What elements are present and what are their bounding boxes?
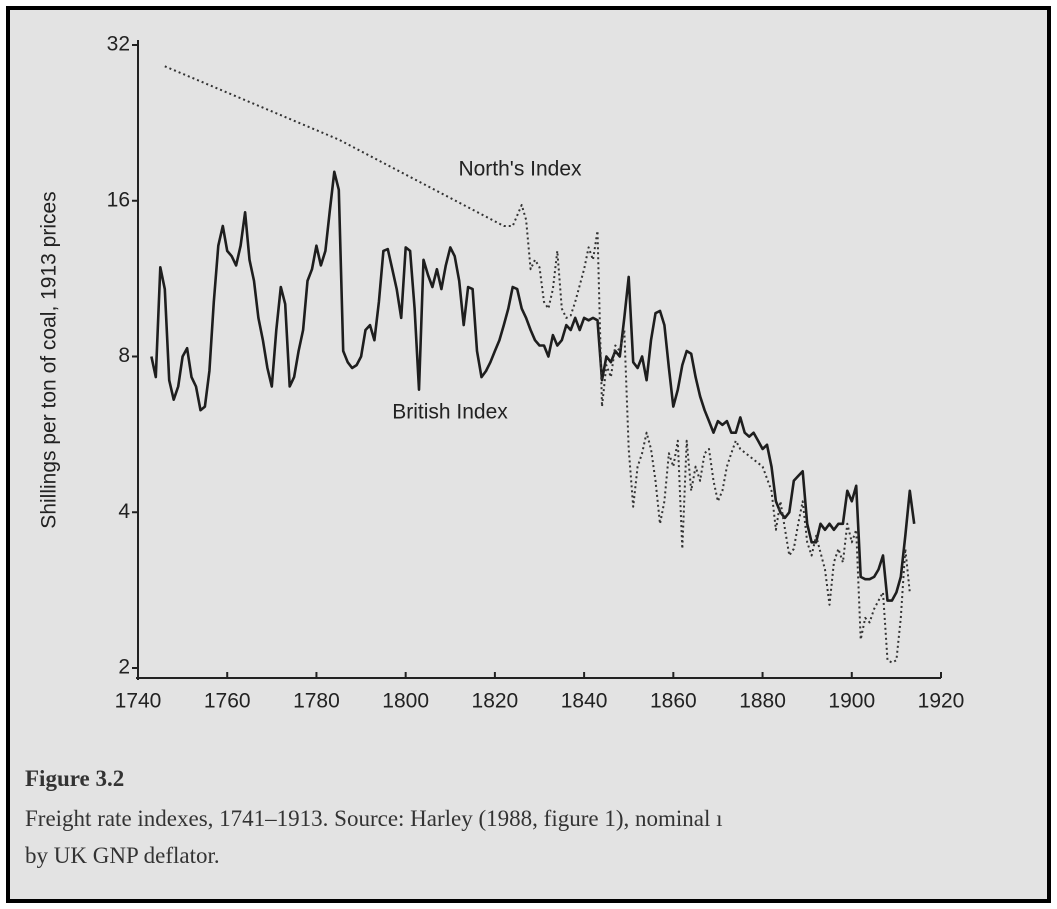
series-line [150,170,916,602]
frame [6,6,1051,903]
x-tick-label: 1860 [650,690,697,713]
y-tick-label: 8 [118,344,130,367]
x-tick-label: 1780 [293,690,340,713]
x-tick-label: 1900 [828,690,875,713]
x-tick-label: 1880 [739,690,786,713]
series-annotation: British Index [392,401,508,424]
x-tick-label: 1760 [204,690,251,713]
series-annotation: North's Index [458,158,582,181]
x-tick-label: 1800 [382,690,429,713]
x-tick-label: 1840 [561,690,608,713]
caption-line: by UK GNP deflator. [25,843,220,868]
y-axis-label: Shillings per ton of coal, 1913 prices [38,191,61,528]
x-tick-label: 1820 [472,690,519,713]
y-tick-label: 2 [118,656,130,679]
y-tick-label: 32 [107,33,130,56]
y-tick-label: 4 [118,500,130,523]
caption-line: Freight rate indexes, 1741–1913. Source:… [25,806,723,831]
x-tick-label: 1740 [115,690,162,713]
x-tick-label: 1920 [918,690,965,713]
y-tick-label: 16 [107,188,130,211]
figure-label: Figure 3.2 [25,766,124,791]
